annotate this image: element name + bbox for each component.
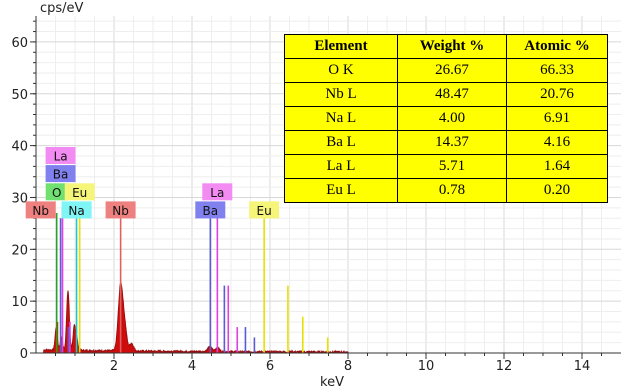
table-row: La L 5.71 1.64 [284,154,608,179]
spectrum-area [36,280,349,353]
peak-label-text: Na [68,204,84,218]
cell-element: Eu L [284,178,398,203]
table-row: O K 26.67 66.33 [284,58,608,83]
peak-label-box [45,147,76,164]
peak-label-box [249,201,280,219]
cell-element: Ba L [284,130,398,155]
y-axis-label: cps/eV [40,1,84,16]
spectrum [36,280,349,353]
peak-label-text: Eu [72,186,87,200]
y-tick-label: 30 [11,191,28,206]
cell-weight: 4.00 [397,106,507,131]
y-tick-label: 50 [11,88,28,103]
cell-atomic: 1.64 [506,154,608,179]
x-tick-label: 4 [188,359,196,374]
peak-label-text: Nb [32,204,49,218]
composition-table: Element Weight % Atomic % O K 26.67 66.3… [284,34,608,203]
peak-label-text: Eu [257,204,272,218]
column-header-weight: Weight % [397,34,507,59]
cell-atomic: 20.76 [506,82,608,107]
y-tick-label: 0 [20,347,28,362]
peak-label-box [105,201,136,219]
column-header-element: Element [284,34,398,59]
peak-label-text: O [52,186,61,200]
peak-label-text: Nb [112,204,129,218]
peak-label-text: Ba [203,204,219,218]
peak-label-text: La [210,186,224,200]
cell-element: O K [284,58,398,83]
cell-element: La L [284,154,398,179]
table-header-row: Element Weight % Atomic % [284,34,608,59]
x-tick-label: 12 [496,359,513,374]
cell-weight: 0.78 [397,178,507,203]
cell-atomic: 4.16 [506,130,608,155]
cell-atomic: 66.33 [506,58,608,83]
table-row: Nb L 48.47 20.76 [284,82,608,107]
x-tick-label: 10 [418,359,435,374]
cell-weight: 48.47 [397,82,507,107]
peak-label-text: La [54,150,68,164]
peak-label-box [25,201,56,219]
peak-label-box [45,165,76,183]
peak-label-text: Ba [53,168,69,182]
y-tick-label: 10 [11,295,28,310]
cell-weight: 5.71 [397,154,507,179]
cell-weight: 14.37 [397,130,507,155]
x-tick-label: 8 [344,359,352,374]
cell-weight: 26.67 [397,58,507,83]
peak-label-box [45,183,68,201]
cell-atomic: 0.20 [506,178,608,203]
peak-label-box [64,183,95,201]
cell-atomic: 6.91 [506,106,608,131]
column-header-atomic: Atomic % [506,34,608,59]
axes: 2 4 6 8 10 12 14 0 10 20 30 40 50 60 [11,16,621,374]
y-tick-label: 60 [11,36,28,51]
peak-label-box [202,183,233,201]
cell-element: Nb L [284,82,398,107]
table-row: Na L 4.00 6.91 [284,106,608,131]
x-tick-label: 14 [574,359,591,374]
y-tick-label: 40 [11,140,28,155]
x-axis-label: keV [320,375,344,389]
element-marker-lines [55,202,329,353]
peak-label-box [195,201,226,219]
x-tick-label: 2 [110,359,118,374]
x-tick-label: 6 [266,359,274,374]
y-tick-label: 20 [11,243,28,258]
table-row: Eu L 0.78 0.20 [284,178,608,203]
cell-element: Na L [284,106,398,131]
peak-label-box [61,201,92,219]
table-row: Ba L 14.37 4.16 [284,130,608,155]
